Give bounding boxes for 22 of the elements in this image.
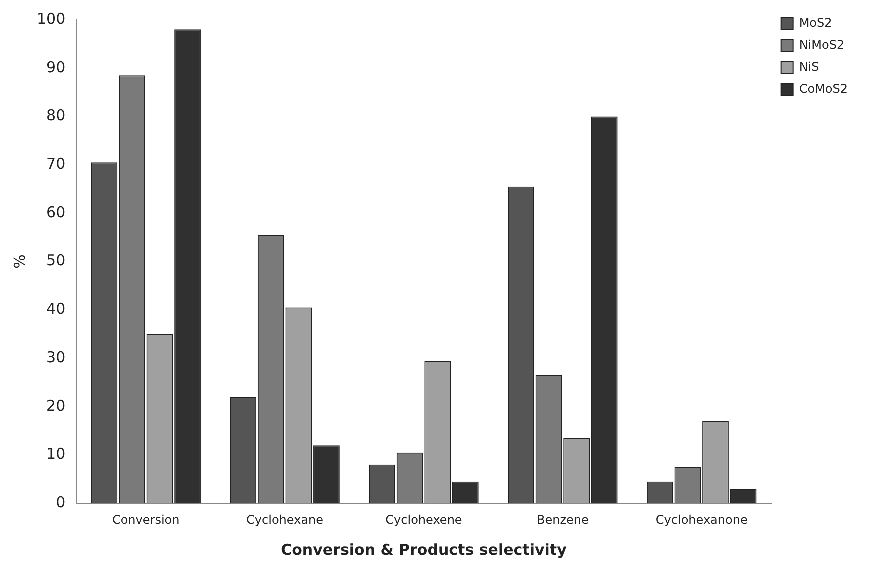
y-tick-label: 100 xyxy=(36,10,66,28)
legend-label: NiMoS2 xyxy=(799,38,845,52)
y-tick-label: 30 xyxy=(46,348,66,366)
y-tick-label: 0 xyxy=(56,493,66,512)
legend-label: MoS2 xyxy=(799,16,832,30)
x-tick-label: Benzene xyxy=(536,512,589,527)
x-axis-title: Conversion & Products selectivity xyxy=(281,540,568,559)
y-tick-label: 20 xyxy=(46,396,66,415)
y-tick-label: 60 xyxy=(46,203,66,222)
x-tick-label: Conversion xyxy=(112,512,180,527)
x-tick-label: Cyclohexene xyxy=(386,512,462,527)
x-tick-label: Cyclohexane xyxy=(246,512,324,527)
y-tick-label: 10 xyxy=(46,445,66,464)
y-tick-label: 90 xyxy=(46,58,66,76)
legend-label: CoMoS2 xyxy=(799,82,848,96)
x-tick-label: Cyclohexanone xyxy=(656,512,748,527)
y-tick-label: 70 xyxy=(46,154,66,173)
y-tick-label: 50 xyxy=(46,252,66,270)
y-tick-label: 40 xyxy=(46,300,66,318)
y-tick-label: 80 xyxy=(46,106,66,125)
y-axis-title: % xyxy=(10,254,29,269)
legend-label: NiS xyxy=(799,60,820,74)
